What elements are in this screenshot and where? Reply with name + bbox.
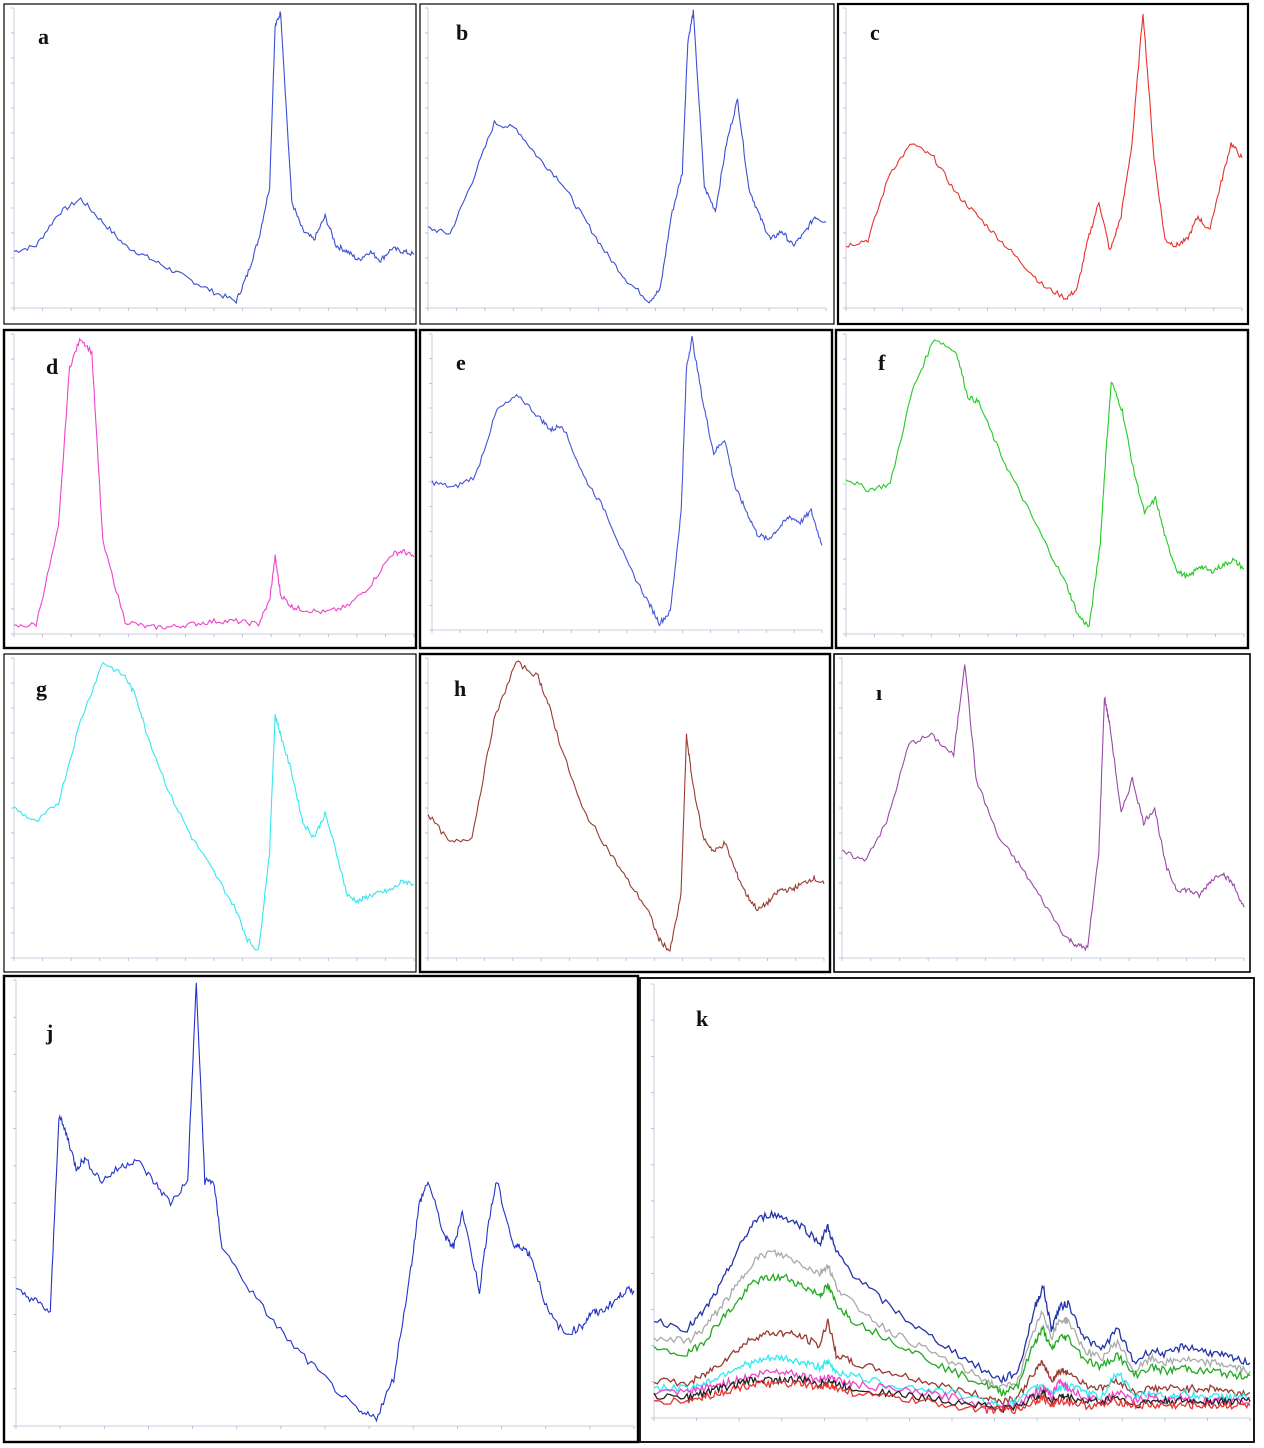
spectrum-line-k-4 — [653, 1318, 1251, 1406]
spectrum-line-j — [15, 982, 635, 1423]
spectrum-line-b — [427, 9, 827, 304]
panel-frame — [2, 974, 640, 1444]
panel-frame — [419, 3, 835, 325]
panel-label-a: a — [38, 24, 49, 49]
spectrum-line-i — [841, 664, 1245, 952]
spectrum-line-k-6 — [653, 1368, 1251, 1411]
panel-f: f — [834, 328, 1250, 650]
panel-k: k — [639, 977, 1255, 1443]
panel-label-f: f — [878, 350, 886, 375]
panel-label-h: h — [454, 676, 466, 701]
spectrum-line-e — [431, 336, 823, 627]
panel-label-d: d — [46, 354, 58, 379]
panel-e: e — [418, 328, 834, 650]
panel-label-i: ı — [876, 680, 882, 705]
spectrum-line-f — [845, 339, 1245, 628]
panel-label-e: e — [456, 350, 466, 375]
panel-label-j: j — [45, 1020, 53, 1045]
spectrum-line-k-1 — [653, 1209, 1251, 1385]
panel-i: ı — [833, 653, 1251, 973]
panel-c: c — [836, 2, 1250, 326]
panel-frame — [3, 3, 417, 325]
panel-g: g — [3, 653, 417, 973]
panel-j: j — [2, 974, 640, 1444]
panel-label-g: g — [36, 676, 47, 701]
spectrum-line-k-8 — [653, 1378, 1251, 1415]
panel-frame — [834, 328, 1250, 650]
panel-d: d — [2, 328, 418, 650]
spectrum-line-h — [427, 660, 825, 952]
panel-frame — [639, 977, 1255, 1443]
panel-frame — [418, 652, 832, 974]
panel-frame — [2, 328, 418, 650]
panel-b: b — [419, 3, 835, 325]
spectrum-line-g — [13, 661, 415, 951]
spectrum-line-a — [13, 11, 415, 305]
spectrum-line-k-2 — [653, 1249, 1251, 1391]
panel-h: h — [418, 652, 832, 974]
panel-label-c: c — [870, 20, 880, 45]
panel-label-b: b — [456, 20, 468, 45]
panel-frame — [836, 2, 1250, 326]
panel-a: a — [3, 3, 417, 325]
panel-label-k: k — [696, 1006, 709, 1031]
panel-frame — [3, 653, 417, 973]
panel-frame — [833, 653, 1251, 973]
panel-frame — [418, 328, 834, 650]
spectrum-line-d — [14, 337, 415, 631]
spectrum-line-k-3 — [653, 1272, 1251, 1397]
spectrum-line-c — [845, 13, 1243, 301]
